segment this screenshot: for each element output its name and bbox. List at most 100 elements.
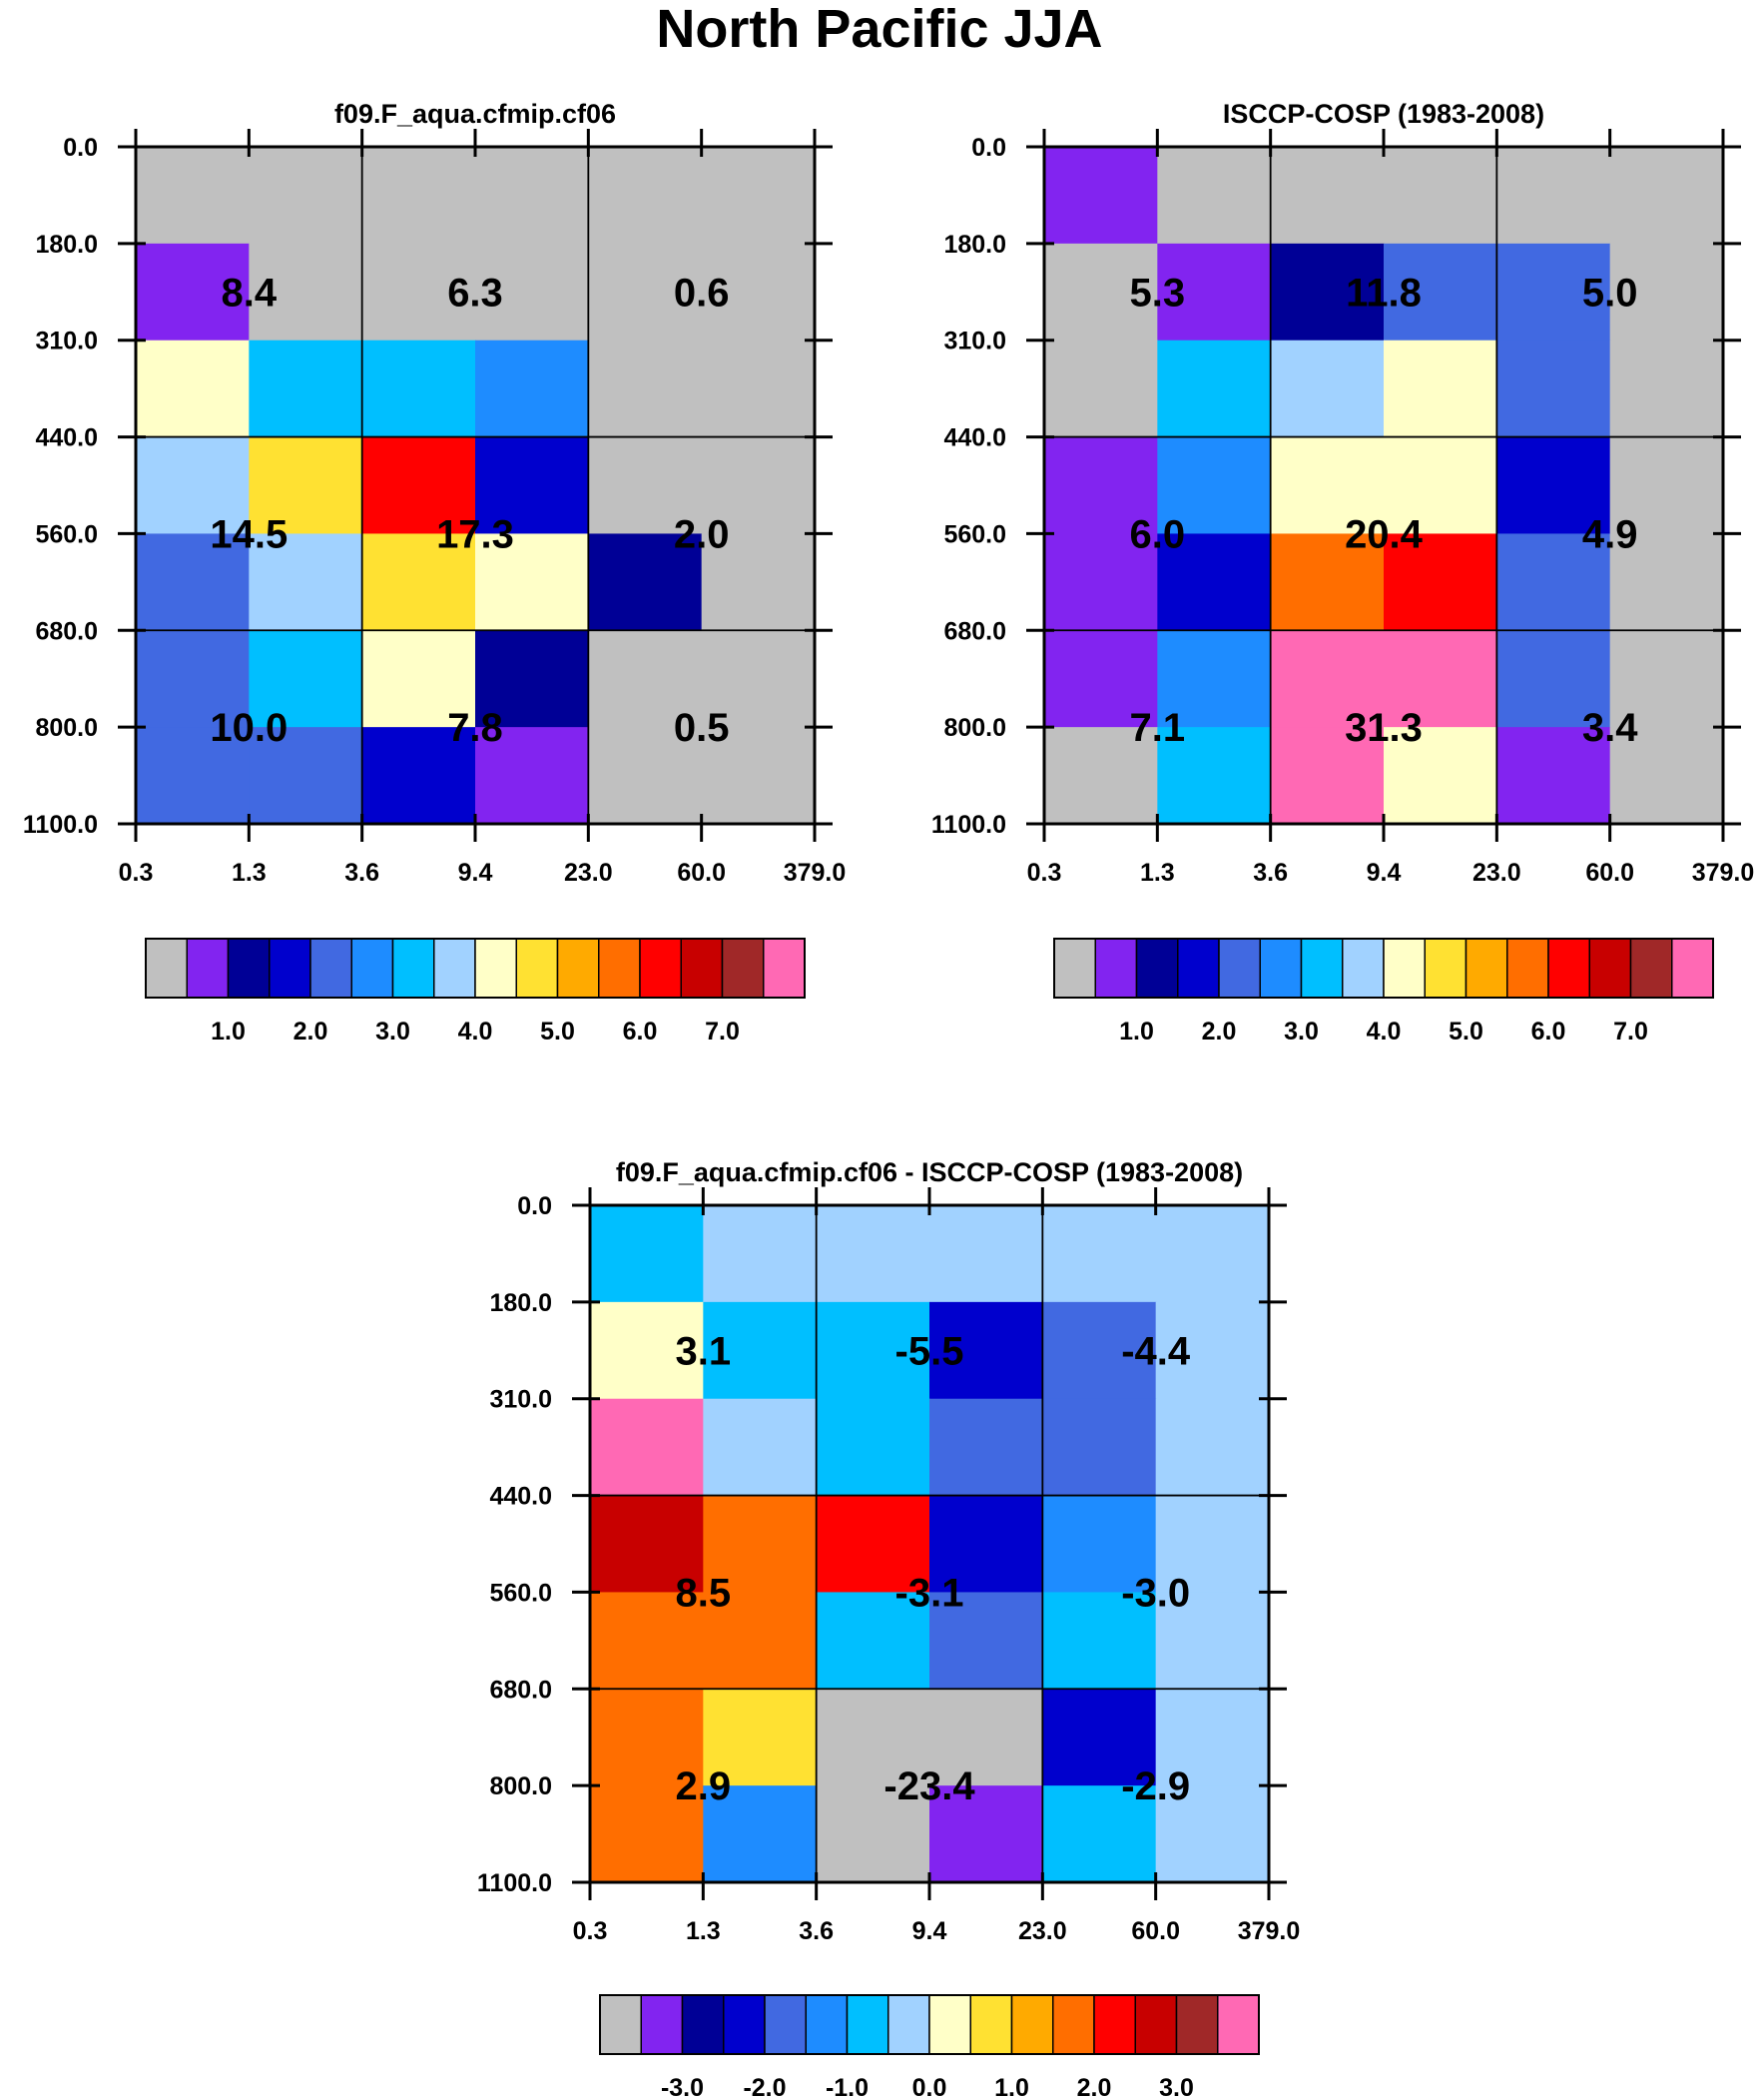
colorbar-label: 7.0 bbox=[1613, 1018, 1648, 1046]
colorbar-swatch bbox=[1010, 1994, 1054, 2055]
histogram-cell bbox=[703, 1398, 818, 1497]
y-tick-label: 180.0 bbox=[489, 1289, 552, 1317]
y-tick-label: 180.0 bbox=[35, 231, 98, 259]
histogram-cell bbox=[588, 630, 703, 728]
colorbar-label: 7.0 bbox=[705, 1018, 740, 1046]
histogram-cell bbox=[703, 1301, 818, 1400]
box-value-label: 0.6 bbox=[674, 271, 730, 315]
colorbar-swatch bbox=[681, 1994, 725, 2055]
histogram-cell bbox=[1609, 243, 1724, 342]
colorbar-frame bbox=[599, 1994, 1260, 2055]
histogram-cell bbox=[361, 340, 476, 438]
colorbar-swatch bbox=[433, 938, 476, 999]
box-value-label: -5.5 bbox=[895, 1329, 964, 1373]
histogram-cell bbox=[1609, 630, 1724, 728]
histogram-cell bbox=[1042, 1689, 1157, 1786]
x-tick-label: 60.0 bbox=[677, 859, 726, 887]
box-value-label: 20.4 bbox=[1345, 512, 1424, 556]
histogram-cell bbox=[1384, 147, 1497, 245]
x-tick-label: 60.0 bbox=[1585, 859, 1634, 887]
x-tick-label: 0.3 bbox=[573, 1917, 608, 1945]
colorbar-swatch bbox=[969, 1994, 1013, 2055]
histogram-cell bbox=[1496, 533, 1611, 631]
histogram-cell bbox=[1044, 436, 1158, 535]
box-value-label: 14.5 bbox=[210, 512, 288, 556]
histogram-cell bbox=[1270, 340, 1385, 438]
x-tick-label: 23.0 bbox=[1018, 1917, 1067, 1945]
histogram-cell bbox=[1155, 1785, 1270, 1883]
x-tick-label: 23.0 bbox=[564, 859, 613, 887]
histogram-cell bbox=[1155, 1592, 1270, 1690]
histogram-cell bbox=[136, 243, 250, 342]
histogram-cell bbox=[1496, 147, 1611, 245]
histogram-cell bbox=[1609, 727, 1724, 825]
colorbar-swatch bbox=[1134, 1994, 1178, 2055]
colorbar-swatch bbox=[269, 938, 311, 999]
x-tick-label: 1.3 bbox=[686, 1917, 721, 1945]
histogram-cell bbox=[701, 630, 816, 728]
histogram-cell bbox=[1044, 147, 1158, 245]
histogram-cell bbox=[816, 1398, 930, 1497]
box-value-label: 8.5 bbox=[676, 1571, 732, 1615]
histogram-cell bbox=[929, 1301, 1043, 1400]
histogram-cell bbox=[588, 147, 703, 245]
colorbar-label: 3.0 bbox=[1159, 2074, 1194, 2100]
histogram-cell bbox=[249, 243, 363, 342]
colorbar-swatch bbox=[1135, 938, 1179, 999]
colorbar-label: 0.0 bbox=[912, 2074, 947, 2100]
box-value-label: 2.9 bbox=[676, 1764, 732, 1808]
box-value-label: 3.1 bbox=[676, 1329, 732, 1373]
histogram-cell bbox=[701, 243, 816, 342]
colorbar-label: 2.0 bbox=[293, 1018, 328, 1046]
colorbar-swatch bbox=[474, 938, 517, 999]
histogram-cell bbox=[1157, 630, 1272, 728]
histogram-cell bbox=[701, 147, 816, 245]
histogram-cell bbox=[1157, 436, 1272, 535]
histogram-cell bbox=[701, 533, 816, 631]
colorbar-label: 1.0 bbox=[211, 1018, 246, 1046]
colorbar-swatch bbox=[1547, 938, 1590, 999]
x-tick-label: 60.0 bbox=[1131, 1917, 1180, 1945]
histogram-cell bbox=[1609, 147, 1724, 245]
histogram-cell bbox=[588, 436, 703, 535]
box-value-label: 7.1 bbox=[1130, 706, 1186, 750]
colorbar-frame bbox=[1053, 938, 1714, 999]
y-tick-label: 0.0 bbox=[971, 134, 1006, 162]
colorbar-swatch bbox=[639, 938, 682, 999]
histogram-cell bbox=[590, 1495, 704, 1594]
y-tick-label: 440.0 bbox=[489, 1483, 552, 1511]
histogram-cell bbox=[1270, 436, 1385, 535]
histogram-cell bbox=[1496, 727, 1611, 825]
y-tick-label: 440.0 bbox=[35, 424, 98, 452]
histogram-cell bbox=[1157, 340, 1272, 438]
box-value-label: 2.0 bbox=[674, 512, 730, 556]
y-tick-label: 1100.0 bbox=[23, 811, 98, 839]
histogram-cell bbox=[1042, 1592, 1157, 1690]
colorbar-swatch bbox=[1259, 938, 1303, 999]
box-value-label: 0.5 bbox=[674, 706, 730, 750]
colorbar-swatch bbox=[1424, 938, 1467, 999]
colorbar-swatch bbox=[350, 938, 394, 999]
colorbar-swatch bbox=[1300, 938, 1344, 999]
x-tick-label: 23.0 bbox=[1472, 859, 1521, 887]
histogram-cell bbox=[361, 533, 476, 631]
histogram-cell bbox=[703, 1785, 818, 1883]
colorbar-frame bbox=[145, 938, 806, 999]
histogram-cell bbox=[1496, 630, 1611, 728]
histogram-cell bbox=[249, 340, 363, 438]
histogram-cell bbox=[361, 727, 476, 825]
colorbar-swatch bbox=[1093, 1994, 1136, 2055]
y-tick-label: 180.0 bbox=[943, 231, 1006, 259]
x-tick-label: 3.6 bbox=[1253, 859, 1288, 887]
colorbar-label: 2.0 bbox=[1077, 2074, 1112, 2100]
y-tick-label: 1100.0 bbox=[477, 1869, 552, 1897]
histogram-cell bbox=[136, 533, 250, 631]
colorbar-label: 6.0 bbox=[623, 1018, 658, 1046]
colorbar-label: 5.0 bbox=[540, 1018, 575, 1046]
colorbar-swatch bbox=[723, 1994, 766, 2055]
histogram-cell bbox=[361, 630, 476, 728]
y-tick-label: 440.0 bbox=[943, 424, 1006, 452]
colorbar-label: -2.0 bbox=[743, 2074, 786, 2100]
colorbar-label: -1.0 bbox=[826, 2074, 869, 2100]
panel-title: ISCCP-COSP (1983-2008) bbox=[1223, 99, 1544, 129]
